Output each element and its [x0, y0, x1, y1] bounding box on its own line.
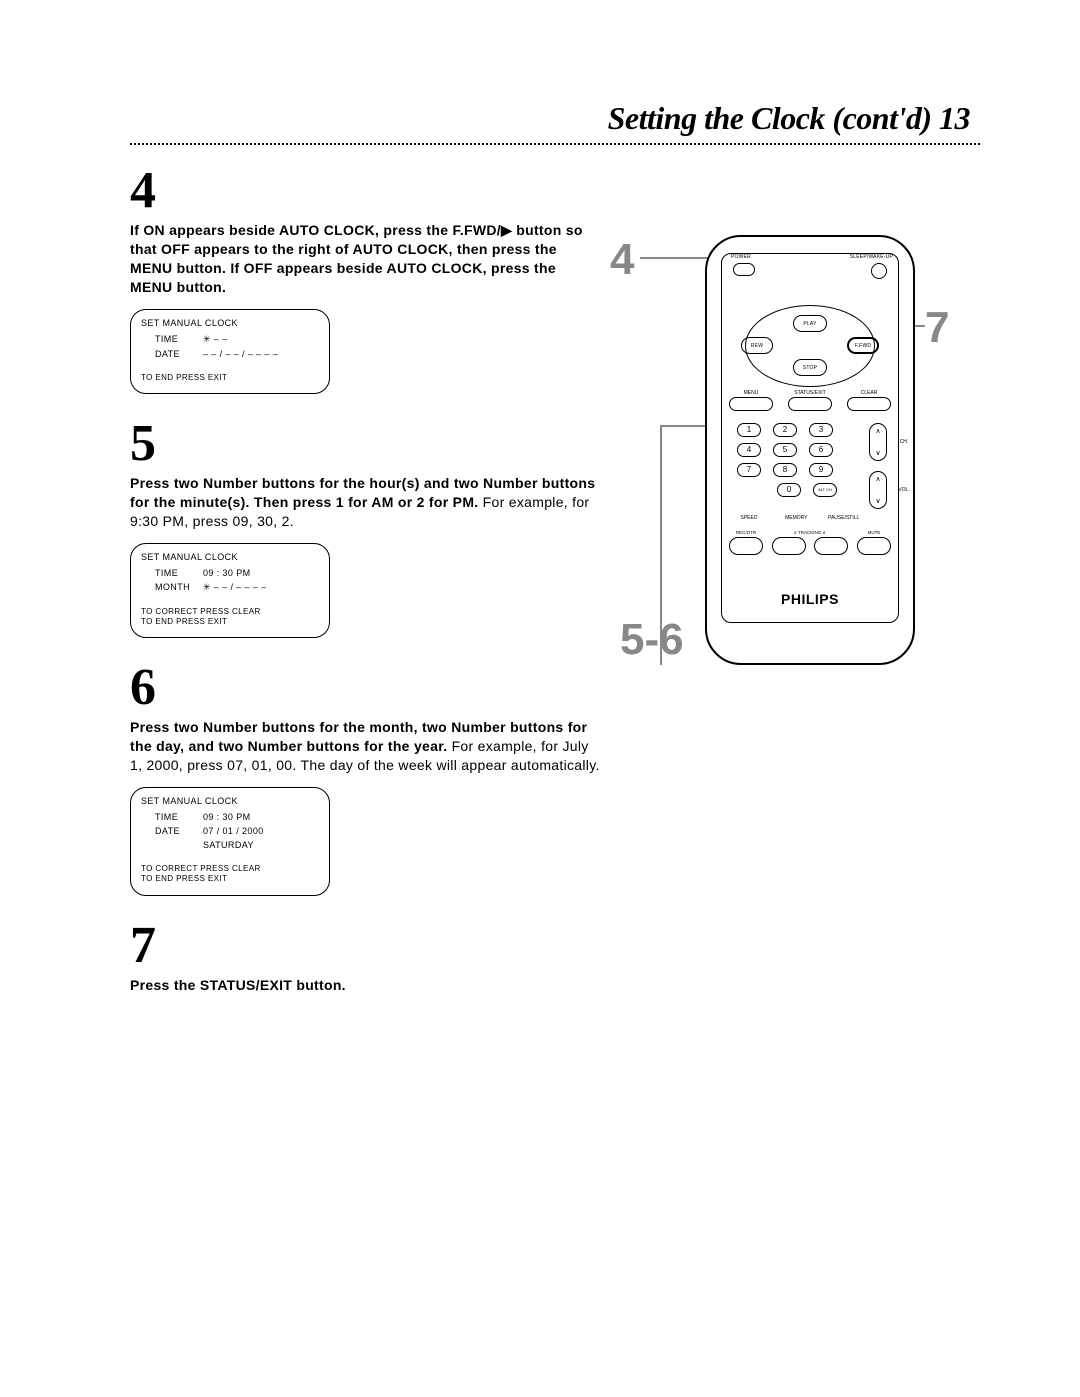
sleep-button[interactable] [871, 263, 887, 279]
speed-label: SPEED [729, 515, 769, 521]
step-4-bold: If ON appears beside AUTO CLOCK, press t… [130, 222, 583, 295]
channel-rocker[interactable]: ∧ ∨ [869, 423, 887, 461]
screen-3-footer-0: TO CORRECT PRESS CLEAR [141, 864, 319, 874]
power-button[interactable] [733, 263, 755, 276]
step-7-number: 7 [130, 920, 600, 972]
volume-rocker[interactable]: ∧ ∨ [869, 471, 887, 509]
ch-label: CH. [893, 439, 915, 445]
mute-label: MUTE [858, 530, 890, 535]
ffwd-label: F.FWD [849, 343, 877, 349]
recotr-button[interactable]: REC/OTR [729, 537, 763, 555]
remote-control: POWER SLEEP/WAKE-UP PLAY REW F.FWD STOP … [705, 235, 915, 665]
step-6-number: 6 [130, 662, 600, 714]
mute-button[interactable]: MUTE [857, 537, 891, 555]
tracking-down-button[interactable]: ∨ TRACKING ∧ [772, 537, 806, 555]
menu-button[interactable]: MENU [729, 397, 773, 411]
screen-2-value-0: 09 : 30 PM [203, 568, 251, 578]
num-1-button[interactable]: 1 [737, 423, 761, 437]
screen-1-footer-0: TO END PRESS EXIT [141, 373, 319, 383]
ffwd-button[interactable]: F.FWD [847, 337, 879, 354]
screen-3: SET MANUAL CLOCK TIME09 : 30 PM DATE07 /… [130, 787, 330, 896]
rew-button[interactable]: REW [741, 337, 773, 354]
screen-3-value-1: 07 / 01 / 2000 [203, 826, 264, 836]
brand-logo: PHILIPS [781, 591, 839, 607]
screen-2-title: SET MANUAL CLOCK [141, 552, 319, 562]
num-5-button[interactable]: 5 [773, 443, 797, 457]
power-label: POWER [731, 254, 751, 260]
screen-3-label-0: TIME [155, 812, 203, 822]
screen-2-label-1: MONTH [155, 582, 203, 593]
chevron-up-icon: ∧ [875, 427, 880, 435]
num-0-button[interactable]: 0 [777, 483, 801, 497]
step-6-text: Press two Number buttons for the month, … [130, 718, 600, 775]
num-4-button[interactable]: 4 [737, 443, 761, 457]
callout-4: 4 [610, 235, 634, 285]
recotr-label: REC/OTR [730, 530, 762, 535]
screen-3-value-2: SATURDAY [203, 840, 254, 850]
screen-2-footer-0: TO CORRECT PRESS CLEAR [141, 607, 319, 617]
num-8-button[interactable]: 8 [773, 463, 797, 477]
tracking-up-button[interactable] [814, 537, 848, 555]
screen-1-label-0: TIME [155, 334, 203, 345]
page-title: Setting the Clock (cont'd) 13 [130, 100, 980, 137]
stop-label: STOP [794, 365, 826, 371]
step-7-bold: Press the STATUS/EXIT button. [130, 977, 346, 993]
screen-1-value-1: – – / – – / – – – – [203, 349, 278, 359]
step-7-text: Press the STATUS/EXIT button. [130, 976, 600, 995]
num-2-button[interactable]: 2 [773, 423, 797, 437]
altch-button[interactable]: ALT CH [813, 483, 837, 497]
screen-1: SET MANUAL CLOCK TIME✳ – – DATE– – / – –… [130, 309, 330, 394]
play-button[interactable]: PLAY [793, 315, 827, 332]
step-5-text: Press two Number buttons for the hour(s)… [130, 474, 600, 531]
play-label: PLAY [794, 321, 826, 327]
stop-button[interactable]: STOP [793, 359, 827, 376]
instructions-column: 4 If ON appears beside AUTO CLOCK, press… [130, 165, 600, 1007]
screen-3-footer-1: TO END PRESS EXIT [141, 874, 319, 884]
screen-1-value-0: ✳ – – [203, 334, 228, 345]
step-4-text: If ON appears beside AUTO CLOCK, press t… [130, 221, 600, 297]
screen-1-label-1: DATE [155, 349, 203, 359]
screen-2-value-1: ✳ – – / – – – – [203, 582, 267, 593]
screen-2-footer-1: TO END PRESS EXIT [141, 617, 319, 627]
clear-label: CLEAR [848, 390, 890, 396]
memory-label: MEMORY [776, 515, 816, 521]
rew-label: REW [742, 343, 772, 349]
screen-3-label-1: DATE [155, 826, 203, 836]
screen-3-title: SET MANUAL CLOCK [141, 796, 319, 806]
chevron-up-icon: ∧ [875, 475, 880, 483]
num-7-button[interactable]: 7 [737, 463, 761, 477]
screen-3-label-2 [155, 840, 203, 850]
status-exit-button[interactable]: STATUS/EXIT [788, 397, 832, 411]
num-6-button[interactable]: 6 [809, 443, 833, 457]
pause-label: PAUSE/STILL [824, 515, 864, 521]
num-9-button[interactable]: 9 [809, 463, 833, 477]
menu-label: MENU [730, 390, 772, 396]
vol-label: VOL. [893, 487, 915, 493]
step-5-number: 5 [130, 418, 600, 470]
screen-1-title: SET MANUAL CLOCK [141, 318, 319, 328]
num-3-button[interactable]: 3 [809, 423, 833, 437]
clear-button[interactable]: CLEAR [847, 397, 891, 411]
screen-2-label-0: TIME [155, 568, 203, 578]
tracking-label: ∨ TRACKING ∧ [770, 530, 850, 536]
screen-3-value-0: 09 : 30 PM [203, 812, 251, 822]
number-pad: 1 2 3 4 5 6 7 8 9 [737, 423, 841, 497]
step-4-number: 4 [130, 165, 600, 217]
divider-dotted [130, 143, 980, 145]
sleep-label: SLEEP/WAKE-UP [850, 254, 893, 260]
chevron-down-icon: ∨ [875, 449, 880, 457]
status-label: STATUS/EXIT [789, 390, 831, 396]
screen-2: SET MANUAL CLOCK TIME09 : 30 PM MONTH✳ –… [130, 543, 330, 639]
chevron-down-icon: ∨ [875, 497, 880, 505]
